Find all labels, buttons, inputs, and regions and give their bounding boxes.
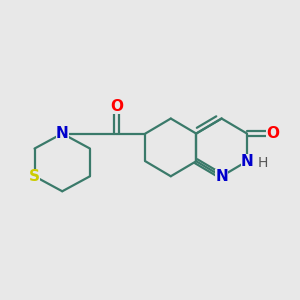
Text: O: O: [266, 126, 279, 141]
Text: N: N: [56, 126, 69, 141]
Text: S: S: [29, 169, 40, 184]
Text: O: O: [110, 100, 123, 115]
Text: N: N: [215, 169, 228, 184]
Text: N: N: [241, 154, 254, 169]
Text: H: H: [258, 156, 268, 170]
